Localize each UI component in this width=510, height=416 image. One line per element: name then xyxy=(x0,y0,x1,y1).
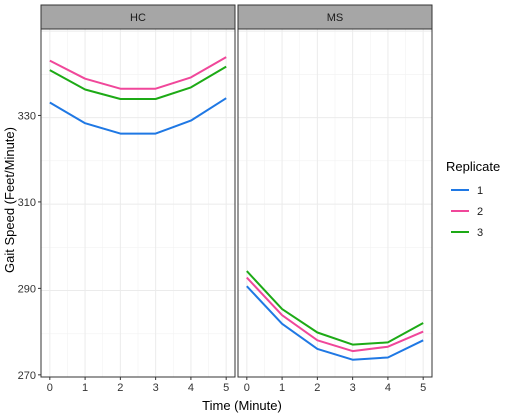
x-tick-label: 4 xyxy=(385,382,391,394)
x-tick-label: 1 xyxy=(279,382,285,394)
x-tick-label: 1 xyxy=(82,382,88,394)
x-axis-title: Time (Minute) xyxy=(202,398,282,413)
legend: Replicate 1 2 3 xyxy=(446,159,500,239)
y-tick-label: 270 xyxy=(18,370,36,382)
legend-label: 3 xyxy=(477,227,483,239)
legend-item-2: 2 xyxy=(451,206,483,218)
facet-panel-hc: HC xyxy=(40,4,236,378)
series-line-hc-replicate-1 xyxy=(49,97,227,135)
legend-item-1: 1 xyxy=(451,185,483,197)
x-tick-label: 5 xyxy=(223,382,229,394)
x-axis: 0 1 2 3 4 5 0 1 2 3 4 5 xyxy=(47,377,426,394)
x-tick-label: 5 xyxy=(420,382,426,394)
facet-strip-label: HC xyxy=(130,12,146,24)
facet-panels: HC MS xyxy=(40,4,433,378)
x-tick-label: 4 xyxy=(188,382,194,394)
series-line-hc-replicate-3 xyxy=(49,65,227,100)
series-line-ms-replicate-1 xyxy=(246,285,424,361)
legend-label: 2 xyxy=(477,206,483,218)
facet-strip xyxy=(40,4,236,30)
series-line-ms-replicate-2 xyxy=(246,276,424,353)
facet-strip-label: MS xyxy=(327,12,344,24)
y-tick-label: 330 xyxy=(18,110,36,122)
facet-panel-ms: MS xyxy=(237,4,433,378)
x-tick-label: 3 xyxy=(350,382,356,394)
panel-border xyxy=(40,28,236,378)
x-tick-label: 0 xyxy=(244,382,250,394)
x-tick-label: 0 xyxy=(47,382,53,394)
y-axis-title: Gait Speed (Feet/Minute) xyxy=(2,127,17,273)
y-tick-label: 290 xyxy=(18,283,36,295)
y-tick-label: 310 xyxy=(18,197,36,209)
legend-item-3: 3 xyxy=(451,227,483,239)
series-line-ms-replicate-3 xyxy=(246,270,424,346)
legend-label: 1 xyxy=(477,185,483,197)
x-tick-label: 3 xyxy=(153,382,159,394)
y-axis: 270 290 310 330 xyxy=(18,110,41,382)
facet-strip xyxy=(237,4,433,30)
panel-border xyxy=(237,28,433,378)
series-line-hc-replicate-2 xyxy=(49,56,227,90)
legend-title: Replicate xyxy=(446,159,500,174)
x-tick-label: 2 xyxy=(117,382,123,394)
x-tick-label: 2 xyxy=(314,382,320,394)
